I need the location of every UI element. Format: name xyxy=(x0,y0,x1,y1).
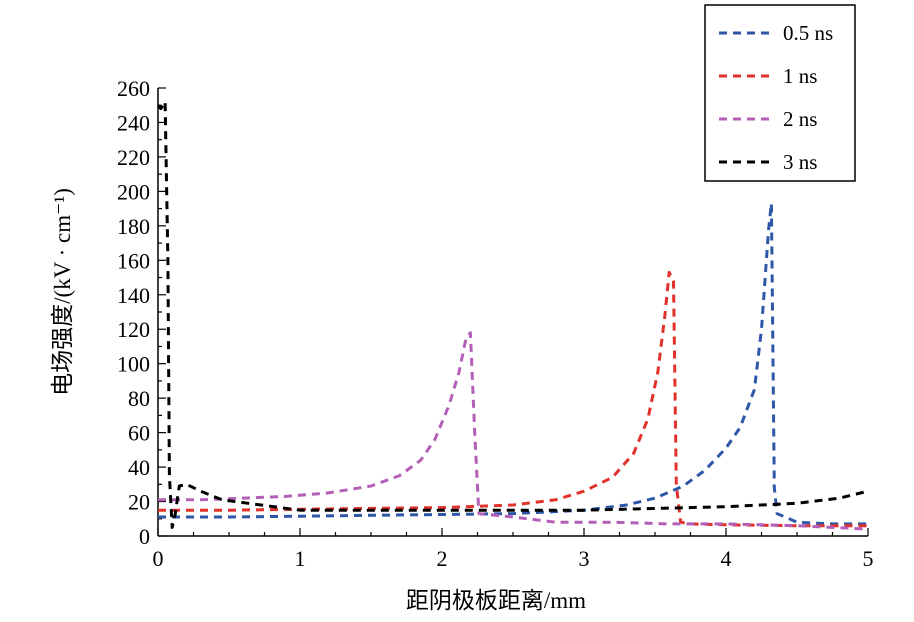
x-tick-label: 4 xyxy=(721,546,732,571)
y-tick-label: 0 xyxy=(139,524,150,549)
y-axis-title: 电场强度/(kV · cm⁻¹) xyxy=(50,188,75,396)
legend: 0.5 ns 1 ns 2 ns 3 ns xyxy=(704,4,856,182)
y-tick-label: 220 xyxy=(117,145,150,170)
y-tick-label: 100 xyxy=(117,352,150,377)
axes: 0 1 2 3 4 5 0 20 40 60 80 100 120 140 160 180 200 220 240 2… xyxy=(117,76,874,571)
y-tick-label: 240 xyxy=(117,110,150,135)
x-tick-label: 2 xyxy=(437,546,448,571)
y-tick-label: 40 xyxy=(128,455,150,480)
series-line-0-5-ns xyxy=(158,201,868,526)
legend-label: 2 ns xyxy=(783,107,817,131)
y-tick-label: 160 xyxy=(117,248,150,273)
series-line-3-ns xyxy=(156,100,869,529)
y-tick-label: 120 xyxy=(117,317,150,342)
legend-label: 3 ns xyxy=(783,150,817,174)
plot-area xyxy=(156,100,869,531)
series-line-2-ns xyxy=(158,331,869,531)
x-axis-title: 距阴极板距离/mm xyxy=(406,588,586,613)
x-tick-label: 0 xyxy=(153,546,164,571)
y-tick-label: 180 xyxy=(117,214,150,239)
legend-label: 0.5 ns xyxy=(783,21,833,45)
legend-label: 1 ns xyxy=(783,64,817,88)
x-tick-label: 5 xyxy=(863,546,874,571)
y-tick-label: 80 xyxy=(128,386,150,411)
x-tick-label: 1 xyxy=(295,546,306,571)
x-tick-label: 3 xyxy=(579,546,590,571)
y-tick-label: 60 xyxy=(128,421,150,446)
y-tick-label: 260 xyxy=(117,76,150,101)
y-tick-label: 20 xyxy=(128,490,150,515)
y-tick-label: 140 xyxy=(117,283,150,308)
legend-box xyxy=(704,4,856,182)
y-tick-label: 200 xyxy=(117,179,150,204)
